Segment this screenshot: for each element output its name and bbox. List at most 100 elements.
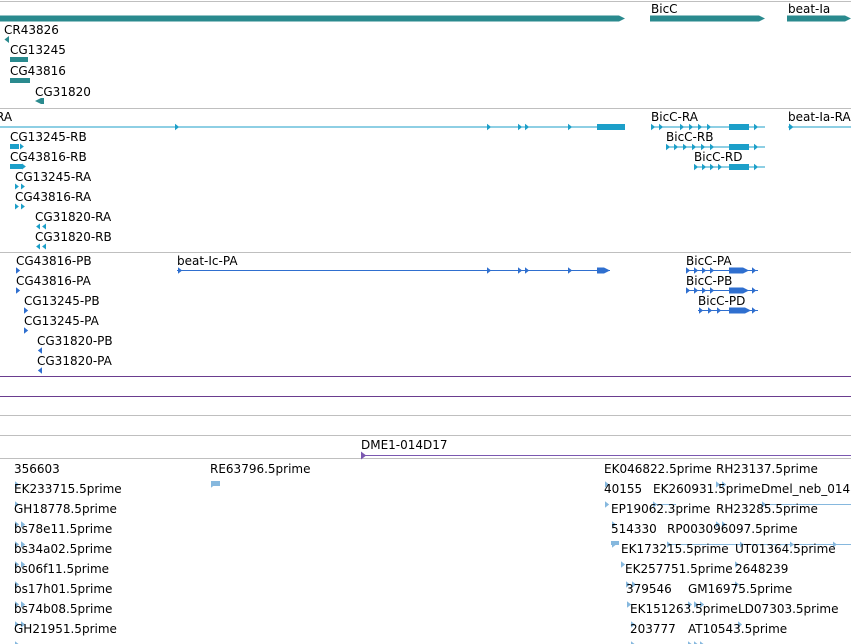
est-marker[interactable]: [833, 541, 837, 548]
exon-marker[interactable]: [707, 123, 712, 131]
exon-marker[interactable]: [15, 481, 20, 488]
exon-block[interactable]: [597, 124, 625, 130]
cds-block[interactable]: [597, 267, 610, 274]
exon-marker[interactable]: [700, 641, 704, 644]
exon-marker[interactable]: [605, 501, 610, 508]
cds-block[interactable]: [729, 287, 749, 294]
exon-marker[interactable]: [708, 307, 713, 314]
exon-marker[interactable]: [701, 143, 706, 151]
est-marker[interactable]: [790, 541, 794, 548]
exon-marker[interactable]: [631, 621, 636, 628]
exon-marker[interactable]: [175, 123, 180, 131]
exon-marker[interactable]: [735, 581, 740, 588]
exon-marker[interactable]: [21, 541, 26, 548]
cds-marker[interactable]: [752, 287, 757, 294]
cds-block[interactable]: [729, 307, 751, 314]
cds-marker[interactable]: [37, 347, 42, 354]
exon-marker[interactable]: [15, 641, 19, 644]
cds-marker[interactable]: [37, 367, 42, 374]
exon-marker[interactable]: [702, 267, 707, 274]
gene-feature-cr43826[interactable]: [4, 36, 9, 43]
exon-marker[interactable]: [688, 601, 693, 608]
exon-marker[interactable]: [22, 163, 26, 170]
exon-marker[interactable]: [674, 143, 679, 151]
exon-marker[interactable]: [15, 521, 20, 528]
exon-marker[interactable]: [735, 561, 740, 568]
exon-marker[interactable]: [683, 143, 688, 151]
exon-marker[interactable]: [20, 143, 24, 150]
exon-marker[interactable]: [659, 123, 664, 131]
cds-marker[interactable]: [178, 267, 183, 274]
exon-marker[interactable]: [42, 223, 46, 230]
exon-marker[interactable]: [722, 481, 727, 488]
exon-marker[interactable]: [15, 183, 19, 190]
exon-marker[interactable]: [700, 601, 705, 608]
exon-marker[interactable]: [754, 143, 759, 151]
exon-marker[interactable]: [21, 561, 26, 568]
exon-marker[interactable]: [710, 267, 715, 274]
exon-marker[interactable]: [36, 243, 40, 250]
gene-feature-cg31820[interactable]: [35, 98, 44, 104]
exon-marker[interactable]: [692, 143, 697, 151]
cds-marker[interactable]: [487, 267, 492, 274]
gene-feature-beat-ia[interactable]: [787, 15, 851, 22]
est-block[interactable]: [611, 541, 619, 545]
cds-marker[interactable]: [16, 267, 21, 274]
exon-marker[interactable]: [702, 163, 707, 171]
exon-block[interactable]: [729, 124, 749, 130]
exon-marker[interactable]: [36, 223, 40, 230]
exon-marker[interactable]: [21, 621, 26, 628]
cds-marker[interactable]: [525, 267, 530, 274]
exon-marker[interactable]: [689, 123, 694, 131]
exon-marker[interactable]: [710, 287, 715, 294]
exon-marker[interactable]: [716, 521, 721, 528]
cds-marker[interactable]: [24, 327, 29, 334]
exon-marker[interactable]: [627, 601, 632, 608]
exon-block[interactable]: [729, 164, 749, 170]
exon-marker[interactable]: [694, 287, 699, 294]
exon-marker[interactable]: [686, 287, 691, 294]
exon-marker[interactable]: [605, 481, 610, 488]
exon-marker[interactable]: [15, 621, 20, 628]
exon-marker[interactable]: [699, 307, 704, 314]
exon-marker[interactable]: [789, 123, 794, 131]
exon-marker[interactable]: [21, 203, 25, 210]
cds-marker[interactable]: [752, 267, 757, 274]
exon-marker[interactable]: [694, 163, 699, 171]
exon-marker[interactable]: [680, 123, 685, 131]
exon-marker[interactable]: [738, 621, 743, 628]
exon-marker[interactable]: [15, 601, 20, 608]
est-block[interactable]: [211, 481, 220, 486]
exon-marker[interactable]: [15, 203, 19, 210]
exon-marker[interactable]: [621, 561, 626, 568]
gene-feature-cg13245[interactable]: [10, 57, 28, 62]
exon-marker[interactable]: [525, 123, 530, 131]
cds-marker[interactable]: [518, 267, 523, 274]
cds-marker[interactable]: [24, 307, 29, 314]
exon-marker[interactable]: [686, 267, 691, 274]
exon-marker[interactable]: [694, 601, 699, 608]
gene-feature-cg43816[interactable]: [10, 78, 30, 83]
exon-marker[interactable]: [694, 641, 698, 644]
exon-marker[interactable]: [716, 481, 721, 488]
exon-marker[interactable]: [21, 521, 26, 528]
exon-marker[interactable]: [754, 123, 759, 131]
exon-marker[interactable]: [15, 541, 20, 548]
exon-marker[interactable]: [21, 601, 26, 608]
exon-marker[interactable]: [754, 163, 759, 171]
exon-block[interactable]: [10, 164, 22, 169]
exon-marker[interactable]: [666, 143, 671, 151]
exon-block[interactable]: [729, 144, 749, 150]
exon-marker[interactable]: [651, 123, 656, 131]
exon-marker[interactable]: [688, 641, 692, 644]
exon-marker[interactable]: [631, 641, 635, 644]
exon-marker[interactable]: [710, 163, 715, 171]
cds-block[interactable]: [729, 267, 749, 274]
cds-marker[interactable]: [16, 287, 21, 294]
exon-marker[interactable]: [568, 123, 573, 131]
exon-block[interactable]: [10, 144, 19, 149]
exon-marker[interactable]: [15, 501, 20, 508]
exon-marker[interactable]: [518, 123, 523, 131]
exon-marker[interactable]: [710, 143, 715, 151]
